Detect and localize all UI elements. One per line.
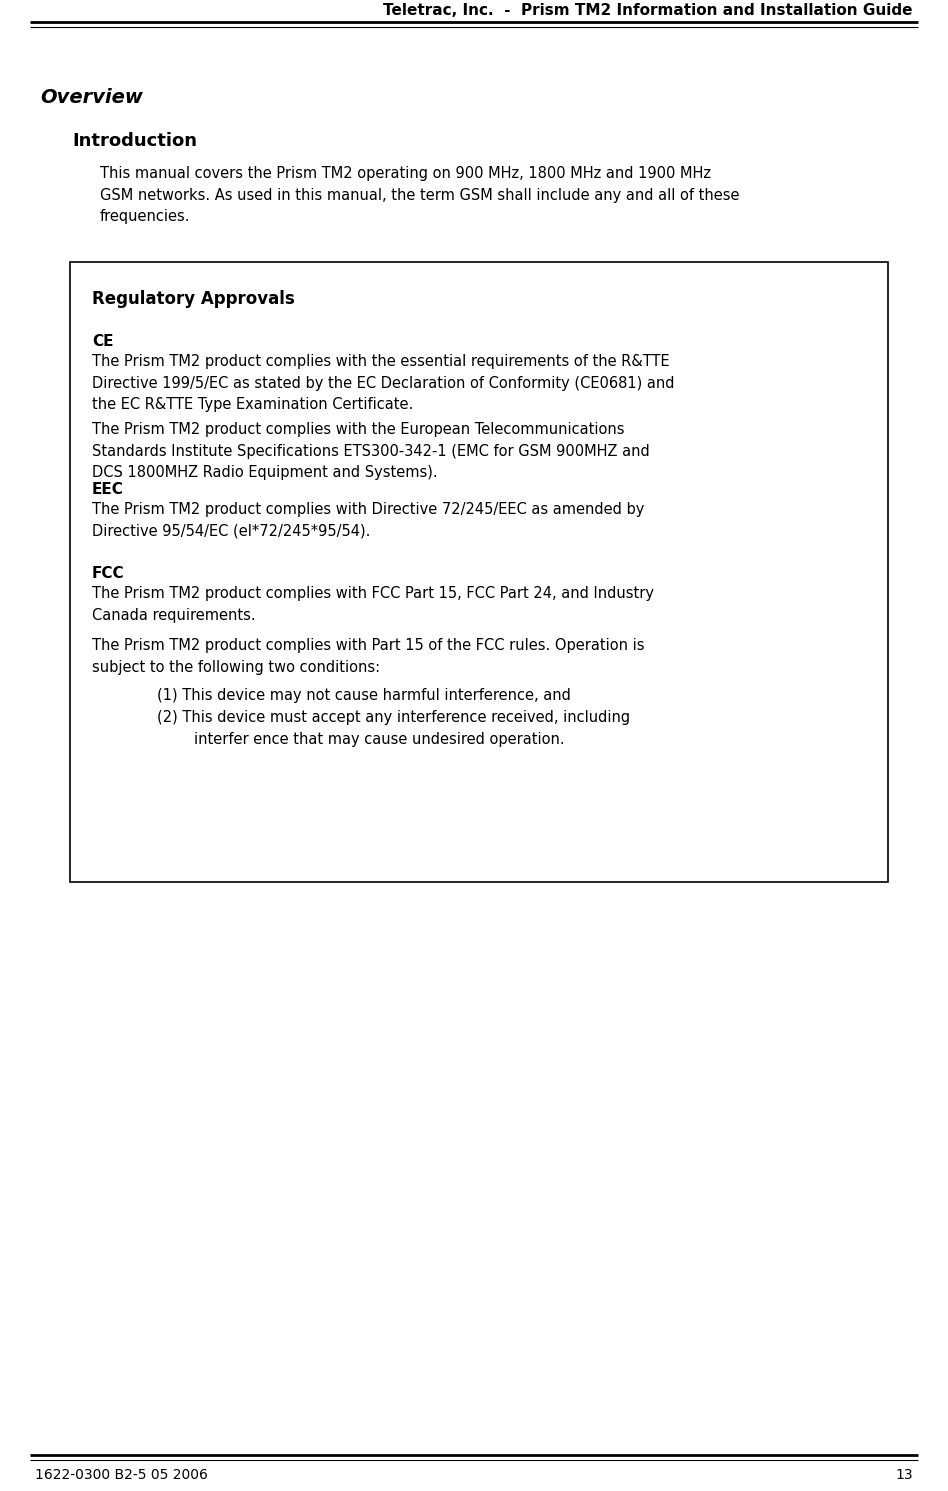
Text: (2) This device must accept any interference received, including
        interfe: (2) This device must accept any interfer… <box>157 710 630 747</box>
Bar <box>70 262 888 883</box>
Text: CE: CE <box>92 334 114 349</box>
Text: This manual covers the Prism TM2 operating on 900 MHz, 1800 MHz and 1900 MHz
GSM: This manual covers the Prism TM2 operati… <box>100 166 739 224</box>
Text: Overview: Overview <box>40 88 143 107</box>
Text: The Prism TM2 product complies with the essential requirements of the R&TTE
Dire: The Prism TM2 product complies with the … <box>92 353 674 412</box>
Text: (1) This device may not cause harmful interference, and: (1) This device may not cause harmful in… <box>157 687 571 702</box>
Text: Regulatory Approvals: Regulatory Approvals <box>92 291 295 309</box>
Text: 1622-0300 B2-5 05 2006: 1622-0300 B2-5 05 2006 <box>35 1469 208 1482</box>
Text: Introduction: Introduction <box>72 133 197 151</box>
Text: The Prism TM2 product complies with the European Telecommunications
Standards In: The Prism TM2 product complies with the … <box>92 422 649 480</box>
Text: Teletrac, Inc.  -  Prism TM2 Information and Installation Guide: Teletrac, Inc. - Prism TM2 Information a… <box>384 3 913 18</box>
Text: The Prism TM2 product complies with Part 15 of the FCC rules. Operation is
subje: The Prism TM2 product complies with Part… <box>92 638 645 674</box>
Text: EEC: EEC <box>92 482 124 497</box>
Text: The Prism TM2 product complies with FCC Part 15, FCC Part 24, and Industry
Canad: The Prism TM2 product complies with FCC … <box>92 586 654 623</box>
Text: 13: 13 <box>895 1469 913 1482</box>
Text: FCC: FCC <box>92 567 124 581</box>
Text: The Prism TM2 product complies with Directive 72/245/EEC as amended by
Directive: The Prism TM2 product complies with Dire… <box>92 502 645 538</box>
